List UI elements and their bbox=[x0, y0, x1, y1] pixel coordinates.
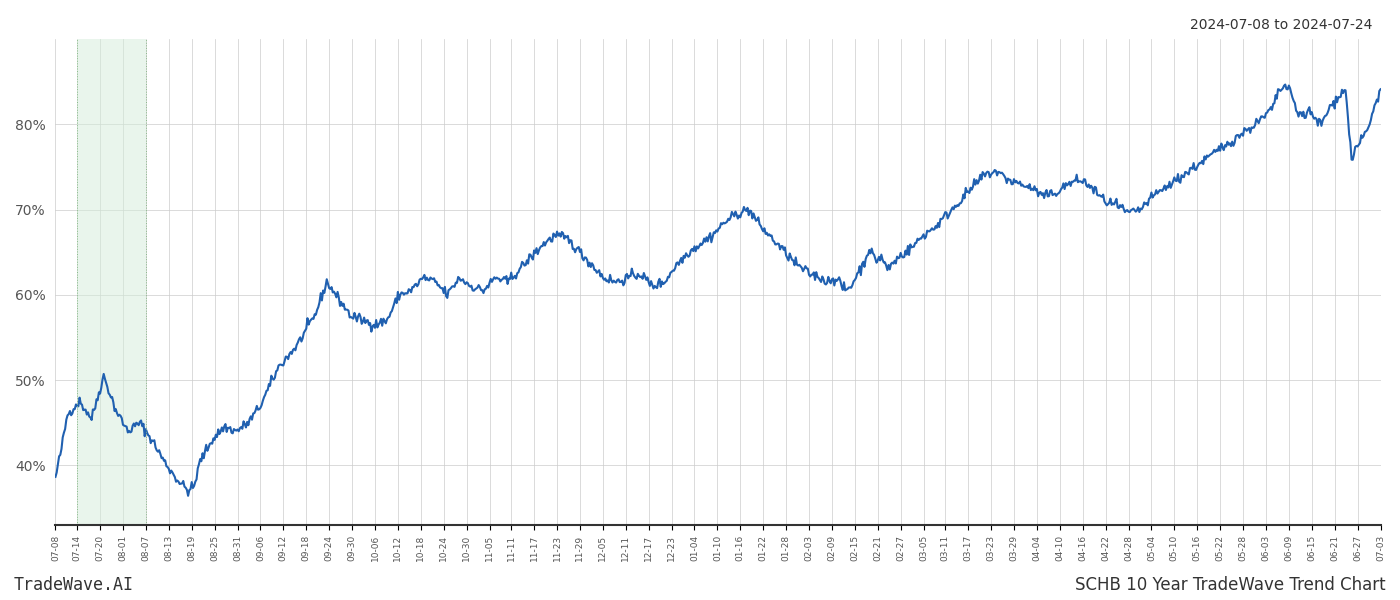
Text: 2024-07-08 to 2024-07-24: 2024-07-08 to 2024-07-24 bbox=[1190, 18, 1372, 32]
Bar bbox=[77, 39, 146, 525]
Text: SCHB 10 Year TradeWave Trend Chart: SCHB 10 Year TradeWave Trend Chart bbox=[1075, 576, 1386, 594]
Text: TradeWave.AI: TradeWave.AI bbox=[14, 576, 134, 594]
